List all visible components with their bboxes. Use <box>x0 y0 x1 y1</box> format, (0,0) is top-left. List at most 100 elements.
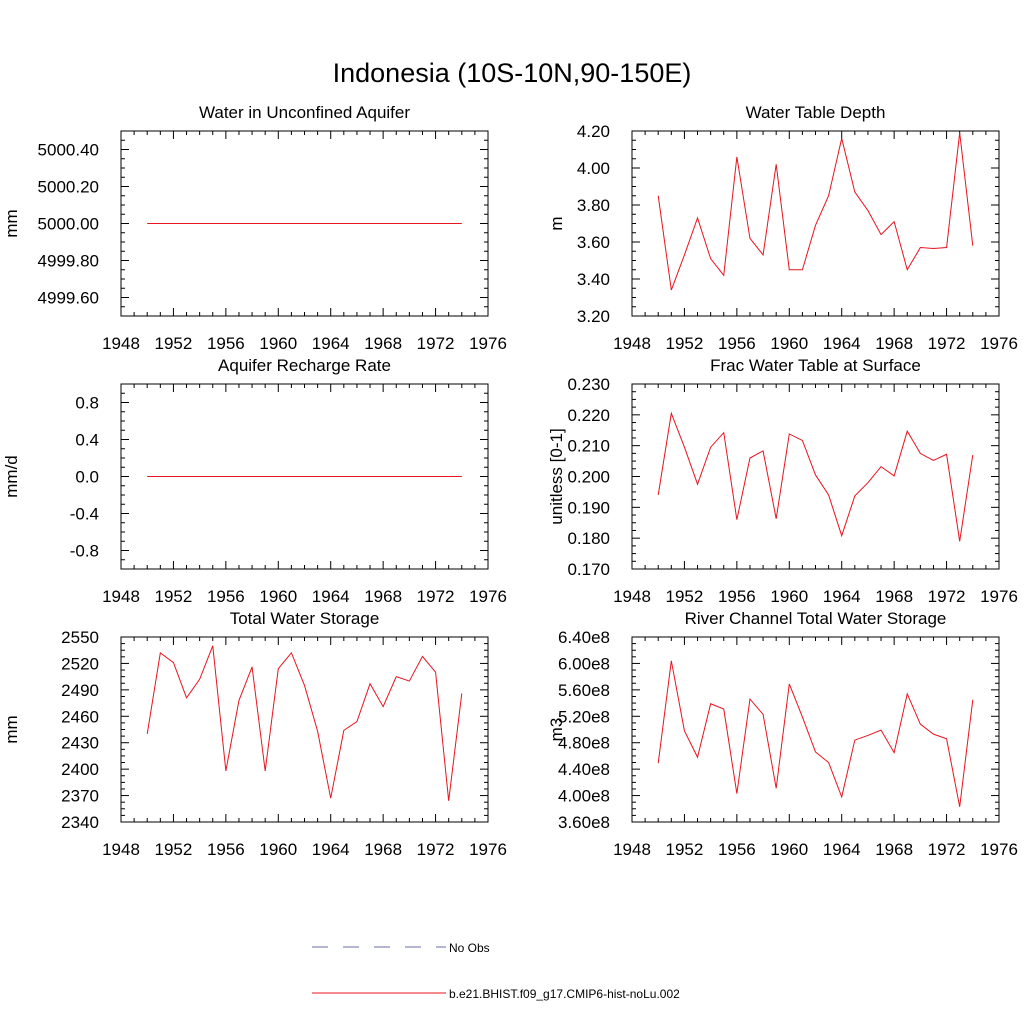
x-tick-label: 1960 <box>770 587 808 606</box>
x-tick-label: 1960 <box>259 334 297 353</box>
y-axis-label: m <box>547 216 566 230</box>
x-tick-label: 1952 <box>666 840 704 859</box>
plot-frame <box>631 383 1000 570</box>
x-tick-label: 1952 <box>666 334 704 353</box>
x-tick-label: 1976 <box>469 587 507 606</box>
y-tick-label: 3.60e8 <box>558 813 610 832</box>
x-tick-label: 1972 <box>928 587 966 606</box>
x-tick-label: 1952 <box>155 840 193 859</box>
y-tick-label: 5000.40 <box>38 141 99 160</box>
y-tick-label: 6.00e8 <box>558 654 610 673</box>
x-tick-label: 1964 <box>312 587 350 606</box>
x-tick-label: 1948 <box>613 334 651 353</box>
chart-title: Frac Water Table at Surface <box>710 356 921 375</box>
chart-title: Total Water Storage <box>230 609 380 628</box>
y-tick-label: 4999.80 <box>38 252 99 271</box>
chart-panel-2: Water Table Depth m 1948 1952 1956 1960 1964 19… <box>547 103 1018 353</box>
x-tick-label: 1972 <box>928 334 966 353</box>
y-tick-label: -0.4 <box>70 505 99 524</box>
y-tick-label: 2550 <box>61 628 99 647</box>
y-tick-label: 4.40e8 <box>558 760 610 779</box>
y-axis-label: mm <box>2 715 21 743</box>
x-tick-label: 1956 <box>207 587 245 606</box>
y-tick-label: 0.230 <box>567 375 610 394</box>
y-tick-label: 0.4 <box>75 431 99 450</box>
y-tick-label: 4.00 <box>577 159 610 178</box>
y-tick-label: 4.00e8 <box>558 787 610 806</box>
x-tick-label: 1956 <box>718 840 756 859</box>
y-tick-label: 0.170 <box>567 560 610 579</box>
chart-title: Aquifer Recharge Rate <box>218 356 391 375</box>
chart-panel-3: Aquifer Recharge Rate mm/d 1948 1952 1956 196… <box>2 356 507 606</box>
chart-panel-1: Water in Unconfined Aquifer mm 1948 1952 195… <box>2 103 507 353</box>
x-tick-label: 1956 <box>207 840 245 859</box>
y-tick-label: 3.20 <box>577 307 610 326</box>
x-tick-label: 1948 <box>613 587 651 606</box>
x-tick-label: 1972 <box>417 334 455 353</box>
legend-label: b.e21.BHIST.f09_g17.CMIP6-hist-noLu.002 <box>449 987 680 1001</box>
series-line-1 <box>657 132 974 291</box>
y-tick-label: 2340 <box>61 813 99 832</box>
y-tick-label: 0.180 <box>567 529 610 548</box>
y-axis-label: mm/d <box>2 455 21 498</box>
y-tick-label: 6.40e8 <box>558 628 610 647</box>
y-axis-label: unitless [0-1] <box>547 428 566 524</box>
chart-panel-5: Total Water Storage mm 1948 1952 1956 1960 196… <box>2 609 507 859</box>
x-tick-label: 1948 <box>613 840 651 859</box>
y-tick-label: 2520 <box>61 654 99 673</box>
x-tick-label: 1976 <box>469 334 507 353</box>
x-tick-label: 1964 <box>823 334 861 353</box>
y-axis-label: m3 <box>547 718 566 742</box>
x-tick-label: 1964 <box>823 587 861 606</box>
series-line-1 <box>146 645 463 801</box>
chart-panel-4: Frac Water Table at Surface unitless [0-1… <box>547 356 1018 606</box>
figure-title: Indonesia (10S-10N,90-150E) <box>333 58 692 88</box>
y-tick-label: 3.60 <box>577 233 610 252</box>
plot-frame <box>631 130 1000 317</box>
y-tick-label: 2400 <box>61 760 99 779</box>
y-tick-label: 0.210 <box>567 437 610 456</box>
plot-frame <box>120 636 489 823</box>
y-tick-label: 5000.00 <box>38 215 99 234</box>
y-tick-label: 5000.20 <box>38 178 99 197</box>
y-tick-label: 0.220 <box>567 406 610 425</box>
y-axis-label: mm <box>2 209 21 237</box>
x-tick-label: 1960 <box>770 334 808 353</box>
legend: No Obs b.e21.BHIST.f09_g17.CMIP6-hist-noL… <box>312 941 680 1001</box>
x-tick-label: 1952 <box>155 587 193 606</box>
x-tick-label: 1948 <box>102 334 140 353</box>
x-tick-label: 1956 <box>718 334 756 353</box>
y-tick-label: 5.60e8 <box>558 681 610 700</box>
y-tick-label: 3.40 <box>577 270 610 289</box>
x-tick-label: 1976 <box>469 840 507 859</box>
x-tick-label: 1968 <box>875 334 913 353</box>
legend-label: No Obs <box>449 941 490 955</box>
x-tick-label: 1960 <box>259 840 297 859</box>
x-tick-label: 1972 <box>417 840 455 859</box>
y-tick-label: 5.20e8 <box>558 707 610 726</box>
series-line-1 <box>657 660 974 807</box>
x-tick-label: 1964 <box>823 840 861 859</box>
chart-title: Water Table Depth <box>746 103 886 122</box>
x-tick-label: 1960 <box>259 587 297 606</box>
y-tick-label: 4.80e8 <box>558 734 610 753</box>
y-tick-label: 0.8 <box>75 394 99 413</box>
x-tick-label: 1968 <box>875 840 913 859</box>
y-tick-label: -0.8 <box>70 542 99 561</box>
x-tick-label: 1964 <box>312 334 350 353</box>
y-tick-label: 2370 <box>61 787 99 806</box>
y-tick-label: 3.80 <box>577 196 610 215</box>
y-tick-label: 0.0 <box>75 468 99 487</box>
y-tick-label: 4.20 <box>577 122 610 141</box>
panels: Water in Unconfined Aquifer mm 1948 1952 195… <box>2 103 1018 859</box>
x-tick-label: 1952 <box>155 334 193 353</box>
x-tick-label: 1956 <box>207 334 245 353</box>
y-tick-label: 2460 <box>61 707 99 726</box>
x-tick-label: 1972 <box>928 840 966 859</box>
chart-title: River Channel Total Water Storage <box>685 609 947 628</box>
y-tick-label: 2430 <box>61 734 99 753</box>
x-tick-label: 1948 <box>102 587 140 606</box>
x-tick-label: 1948 <box>102 840 140 859</box>
x-tick-label: 1968 <box>875 587 913 606</box>
